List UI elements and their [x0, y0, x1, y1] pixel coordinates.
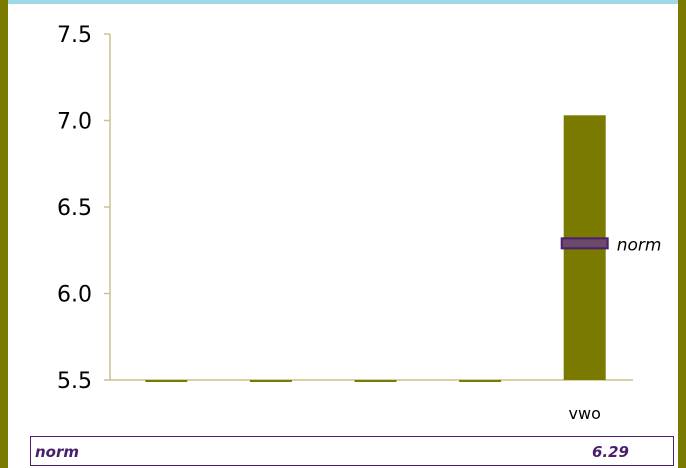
bar: [249, 380, 292, 382]
bar: [354, 380, 397, 382]
legend-row: norm 6.29: [30, 436, 674, 466]
y-tick-label: 6.0: [57, 283, 92, 308]
bar: [145, 380, 188, 382]
legend-name: norm: [35, 443, 80, 461]
bars-layer: [145, 115, 606, 382]
norm-marker: [560, 237, 609, 250]
y-tick-label: 7.5: [57, 23, 92, 48]
bar: [459, 380, 502, 382]
y-tick-label: 5.5: [57, 369, 92, 394]
chart-frame: 5.5 6.0 6.5 7.0 7.5 vwo norm norm 6.29: [8, 0, 678, 468]
labels-layer: 5.5 6.0 6.5 7.0 7.5 vwo norm: [57, 23, 661, 423]
top-strip: [8, 0, 678, 4]
norm-label: norm: [617, 235, 662, 255]
norm-layer: [560, 237, 609, 250]
x-category-label: vwo: [569, 404, 601, 423]
legend-value: 6.29: [591, 443, 629, 461]
y-tick-label: 7.0: [57, 110, 92, 135]
y-tick-label: 6.5: [57, 196, 92, 221]
axis-layer: [104, 33, 633, 381]
bar-chart: 5.5 6.0 6.5 7.0 7.5 vwo norm: [57, 23, 661, 423]
